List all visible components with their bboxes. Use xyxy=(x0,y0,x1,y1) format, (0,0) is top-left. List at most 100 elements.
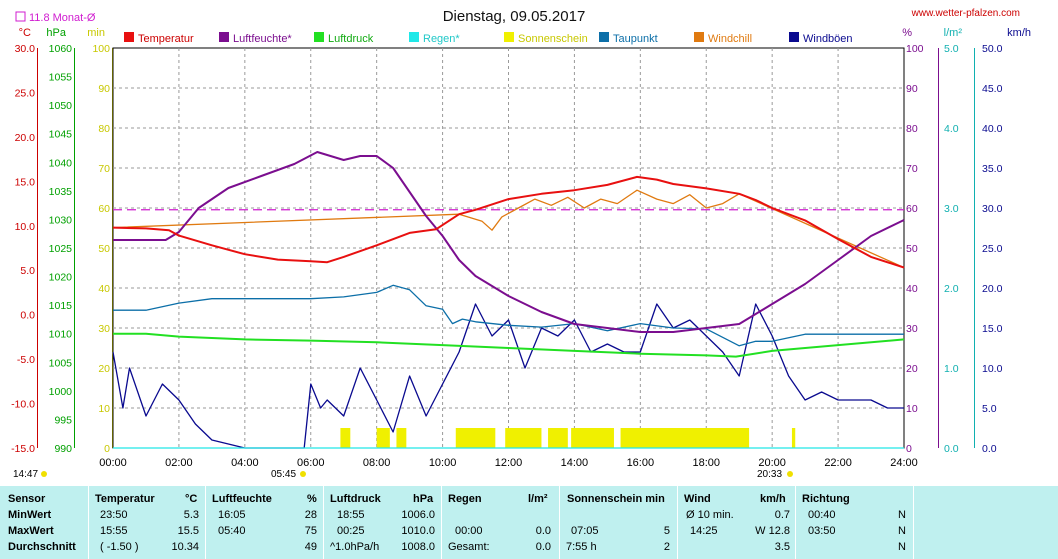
max-wind-value: W 12.8 xyxy=(755,525,790,537)
col-separator xyxy=(677,486,678,559)
time-axis-tick: 02:00 xyxy=(165,457,193,469)
temp-axis-tick: 20.0 xyxy=(15,132,36,144)
sunshine-bar xyxy=(791,428,796,448)
rain-axis-tick: 1.0 xyxy=(944,363,959,375)
temperature-line xyxy=(112,175,905,269)
time-axis-tick: 18:00 xyxy=(692,457,720,469)
min-unit: min xyxy=(87,27,105,39)
statistics-table: Sensor Temperatur °C Luftfeuchte % Luftd… xyxy=(0,486,1058,559)
hdr-hum-unit: % xyxy=(307,493,317,505)
min-axis-tick: 30 xyxy=(98,323,110,335)
legend-label-windchill: Windchill xyxy=(708,33,752,45)
wind-axis-tick: 5.0 xyxy=(982,403,997,415)
temp-unit: °C xyxy=(19,27,31,39)
legend-label-pressure: Luftdruck xyxy=(328,33,374,45)
sunshine-bar xyxy=(396,428,407,448)
pct-axis-tick: 50 xyxy=(906,243,918,255)
min-press-value: 1006.0 xyxy=(401,509,435,521)
sunset-time: 20:33 xyxy=(757,469,782,480)
min-wind-time: Ø 10 min. xyxy=(686,509,734,521)
time-axis-tick: 08:00 xyxy=(363,457,391,469)
time-axis-tick: 10:00 xyxy=(429,457,457,469)
dewpoint-line xyxy=(113,284,904,347)
moonrise-time: 14:47 xyxy=(13,469,38,480)
avg-temp-trend: ( -1.50 ) xyxy=(100,541,139,553)
pct-axis-tick: 0 xyxy=(906,443,912,455)
temp-axis-tick: 5.0 xyxy=(20,265,35,277)
temp-axis-tick: -15.0 xyxy=(11,443,35,455)
pct-axis-tick: 30 xyxy=(906,323,918,335)
chart-title: Dienstag, 09.05.2017 xyxy=(443,8,586,25)
hdr-hum: Luftfeuchte xyxy=(212,493,272,505)
sunshine-bar xyxy=(455,428,496,448)
min-temp-value: 5.3 xyxy=(183,509,199,521)
rain-axis-tick: 4.0 xyxy=(944,123,959,135)
sunshine-bar xyxy=(548,428,568,448)
pct-axis-tick: 10 xyxy=(906,403,918,415)
legend-label-temperature: Temperatur xyxy=(138,33,194,45)
hdr-press-unit: hPa xyxy=(413,493,434,505)
row-label-min: MinWert xyxy=(8,509,52,521)
hdr-wind-unit: km/h xyxy=(760,493,786,505)
avg-wind-value: 3.5 xyxy=(774,541,790,553)
legend-swatch-humidity xyxy=(219,32,229,42)
legend-label-gust: Windböen xyxy=(803,33,853,45)
sunrise-time: 05:45 xyxy=(271,469,296,480)
hpa-axis-tick: 1010 xyxy=(49,329,73,341)
rain-axis-tick: 3.0 xyxy=(944,203,959,215)
hpa-axis-tick: 1055 xyxy=(49,72,73,84)
month-avg-label: 11.8 Monat-Ø xyxy=(29,12,96,24)
avg-rain-label: Gesamt: xyxy=(448,541,490,553)
max-temp-value: 15.5 xyxy=(177,525,199,537)
legend-swatch-sunshine xyxy=(504,32,514,42)
pct-axis-tick: 40 xyxy=(906,283,918,295)
time-axis-tick: 16:00 xyxy=(627,457,655,469)
hpa-axis-tick: 1020 xyxy=(49,272,73,284)
rain-axis-tick: 2.0 xyxy=(944,283,959,295)
wind-axis-tick: 30.0 xyxy=(982,203,1003,215)
humidity-line xyxy=(113,151,905,333)
hpa-axis-tick: 1030 xyxy=(49,214,73,226)
avg-press-trend: ^1.0hPa/h xyxy=(330,541,380,553)
rain-axis-tick: 5.0 xyxy=(944,43,959,55)
hdr-temp-unit: °C xyxy=(185,493,198,505)
hdr-rain: Regen xyxy=(448,493,482,505)
avg-dir-value: N xyxy=(898,541,906,553)
hdr-wind: Wind xyxy=(684,493,711,505)
min-axis-tick: 20 xyxy=(98,363,110,375)
min-axis-tick: 0 xyxy=(104,443,110,455)
min-hum-time: 16:05 xyxy=(218,509,246,521)
pct-axis-tick: 60 xyxy=(906,203,918,215)
hpa-axis-tick: 995 xyxy=(54,414,72,426)
min-dir-time: 00:40 xyxy=(808,509,836,521)
website-link[interactable]: www.wetter-pfalzen.com xyxy=(911,8,1020,19)
hdr-direction: Richtung xyxy=(802,493,850,505)
series-layer xyxy=(112,151,905,449)
sunshine-bar xyxy=(340,428,351,448)
min-axis-tick: 40 xyxy=(98,283,110,295)
legend-label-sunshine: Sonnenschein xyxy=(518,33,588,45)
sunshine-bar xyxy=(620,428,750,448)
hdr-sun: Sonnenschein min xyxy=(567,493,665,505)
min-wind-value: 0.7 xyxy=(774,509,790,521)
min-hum-value: 28 xyxy=(304,509,317,521)
min-axis-tick: 70 xyxy=(98,163,110,175)
pct-axis-tick: 70 xyxy=(906,163,918,175)
max-hum-value: 75 xyxy=(304,525,317,537)
rain-axis-tick: 0.0 xyxy=(944,443,959,455)
col-separator xyxy=(795,486,796,559)
min-axis-tick: 60 xyxy=(98,203,110,215)
legend-label-humidity: Luftfeuchte* xyxy=(233,33,292,45)
max-sun-value: 5 xyxy=(663,525,670,537)
temp-axis-tick: -5.0 xyxy=(17,354,35,366)
wind-axis-tick: 10.0 xyxy=(982,363,1003,375)
legend-swatch-temperature xyxy=(124,32,134,42)
hpa-axis-tick: 1000 xyxy=(49,386,73,398)
max-press-value: 1010.0 xyxy=(401,525,435,537)
row-label-max: MaxWert xyxy=(8,525,54,537)
wind-axis-tick: 0.0 xyxy=(982,443,997,455)
hdr-press: Luftdruck xyxy=(330,493,381,505)
wind-unit: km/h xyxy=(1007,27,1031,39)
max-press-time: 00:25 xyxy=(337,525,365,537)
time-axis-tick: 04:00 xyxy=(231,457,259,469)
